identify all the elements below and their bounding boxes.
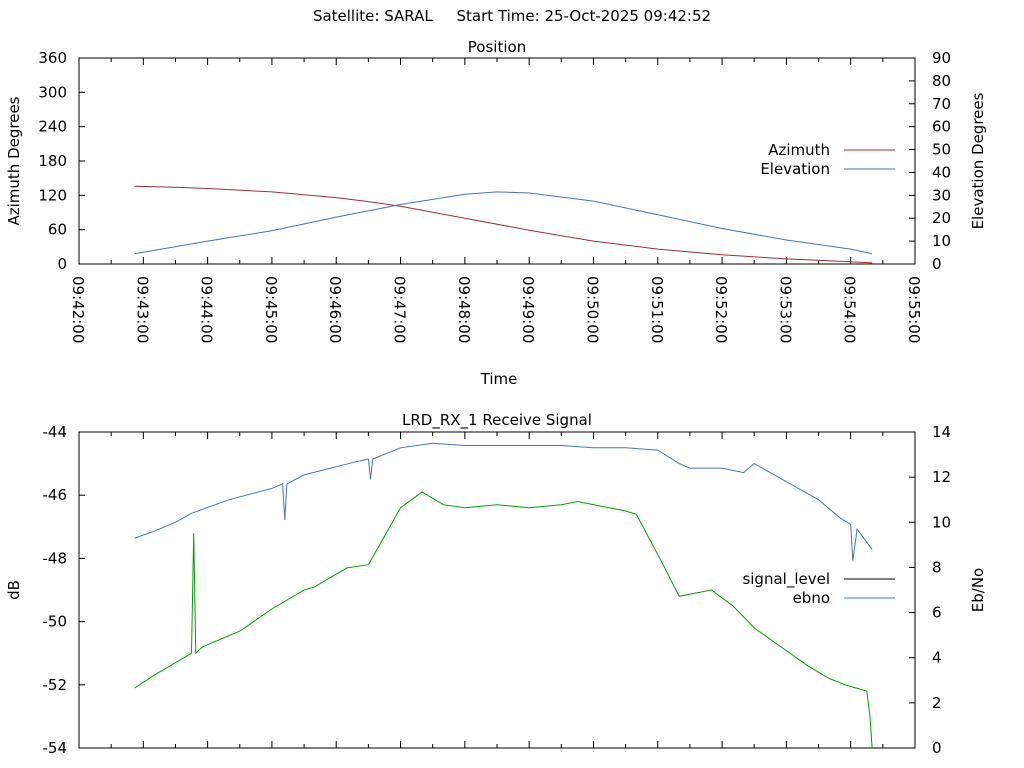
x-tick-label: 09:50:00 <box>583 276 601 343</box>
y-tick-label: -52 <box>43 676 68 694</box>
legend-label: Azimuth <box>768 141 830 159</box>
x-tick-label: 09:49:00 <box>519 276 537 343</box>
x-axis-label: Time <box>480 370 518 388</box>
y-tick-label: -50 <box>43 613 68 631</box>
page-title: Satellite: SARAL Start Time: 25-Oct-2025… <box>312 7 712 25</box>
y2-axis-label: Eb/No <box>969 568 987 612</box>
x-tick-label: 09:55:00 <box>905 276 923 343</box>
x-tick-label: 09:46:00 <box>326 276 344 343</box>
x-tick-label: 09:53:00 <box>776 276 794 343</box>
x-tick-label: 09:47:00 <box>391 276 409 343</box>
y-tick-label: 60 <box>48 221 67 239</box>
y2-tick-label: 30 <box>932 186 951 204</box>
x-tick-label: 09:44:00 <box>198 276 216 343</box>
x-tick-label: 09:48:00 <box>455 276 473 343</box>
y-tick-label: 180 <box>38 152 67 170</box>
y2-tick-label: 50 <box>932 141 951 159</box>
y2-tick-label: 10 <box>932 232 951 250</box>
y2-tick-label: 10 <box>932 513 951 531</box>
y2-tick-label: 20 <box>932 209 951 227</box>
x-tick-label: 09:52:00 <box>712 276 730 343</box>
y-axis-label: dB <box>5 580 23 600</box>
y2-tick-label: 0 <box>932 739 942 757</box>
y2-tick-label: 80 <box>932 72 951 90</box>
chart-title: LRD_RX_1 Receive Signal <box>402 411 592 430</box>
y-axis-label: Azimuth Degrees <box>5 96 23 225</box>
y2-tick-label: 8 <box>932 558 942 576</box>
x-tick-label: 09:54:00 <box>841 276 859 343</box>
x-tick-label: 09:42:00 <box>69 276 87 343</box>
y2-tick-label: 60 <box>932 118 951 136</box>
y2-tick-label: 12 <box>932 468 951 486</box>
y-tick-label: -48 <box>43 549 68 567</box>
y-tick-label: 300 <box>38 83 67 101</box>
y2-tick-label: 0 <box>932 255 942 273</box>
plot-frame <box>78 431 916 749</box>
y2-tick-label: 4 <box>932 649 942 667</box>
y2-tick-label: 40 <box>932 163 951 181</box>
y-tick-label: 120 <box>38 186 67 204</box>
y2-tick-label: 14 <box>932 423 951 441</box>
series-line-Elevation <box>134 191 873 255</box>
y2-tick-label: 6 <box>932 604 942 622</box>
legend-label: signal_level <box>742 570 830 589</box>
series-line-signal_level <box>134 491 873 749</box>
y2-tick-label: 2 <box>932 694 942 712</box>
x-tick-label: 09:45:00 <box>262 276 280 343</box>
y2-tick-label: 90 <box>932 49 951 67</box>
x-tick-label: 09:43:00 <box>133 276 151 343</box>
y-tick-label: 240 <box>38 118 67 136</box>
y2-tick-label: 70 <box>932 95 951 113</box>
series-line-ebno <box>134 442 873 561</box>
y-tick-label: 0 <box>57 255 67 273</box>
chart-title: Position <box>468 38 526 56</box>
x-tick-label: 09:51:00 <box>648 276 666 343</box>
y-tick-label: 360 <box>38 49 67 67</box>
y2-axis-label: Elevation Degrees <box>969 92 987 229</box>
y-tick-label: -46 <box>43 486 68 504</box>
position-chart: Position 0 60 120 180 240 300 360 0 10 20 30 40 50 60 7… <box>5 38 987 388</box>
series-line-Azimuth <box>134 185 873 264</box>
legend-label: Elevation <box>760 160 830 178</box>
y-tick-label: -44 <box>43 423 68 441</box>
signal-chart: LRD_RX_1 Receive Signal -54 -52 -50 -48 -46 -4… <box>5 411 987 757</box>
legend-label: ebno <box>793 589 830 607</box>
y-tick-label: -54 <box>43 739 68 757</box>
